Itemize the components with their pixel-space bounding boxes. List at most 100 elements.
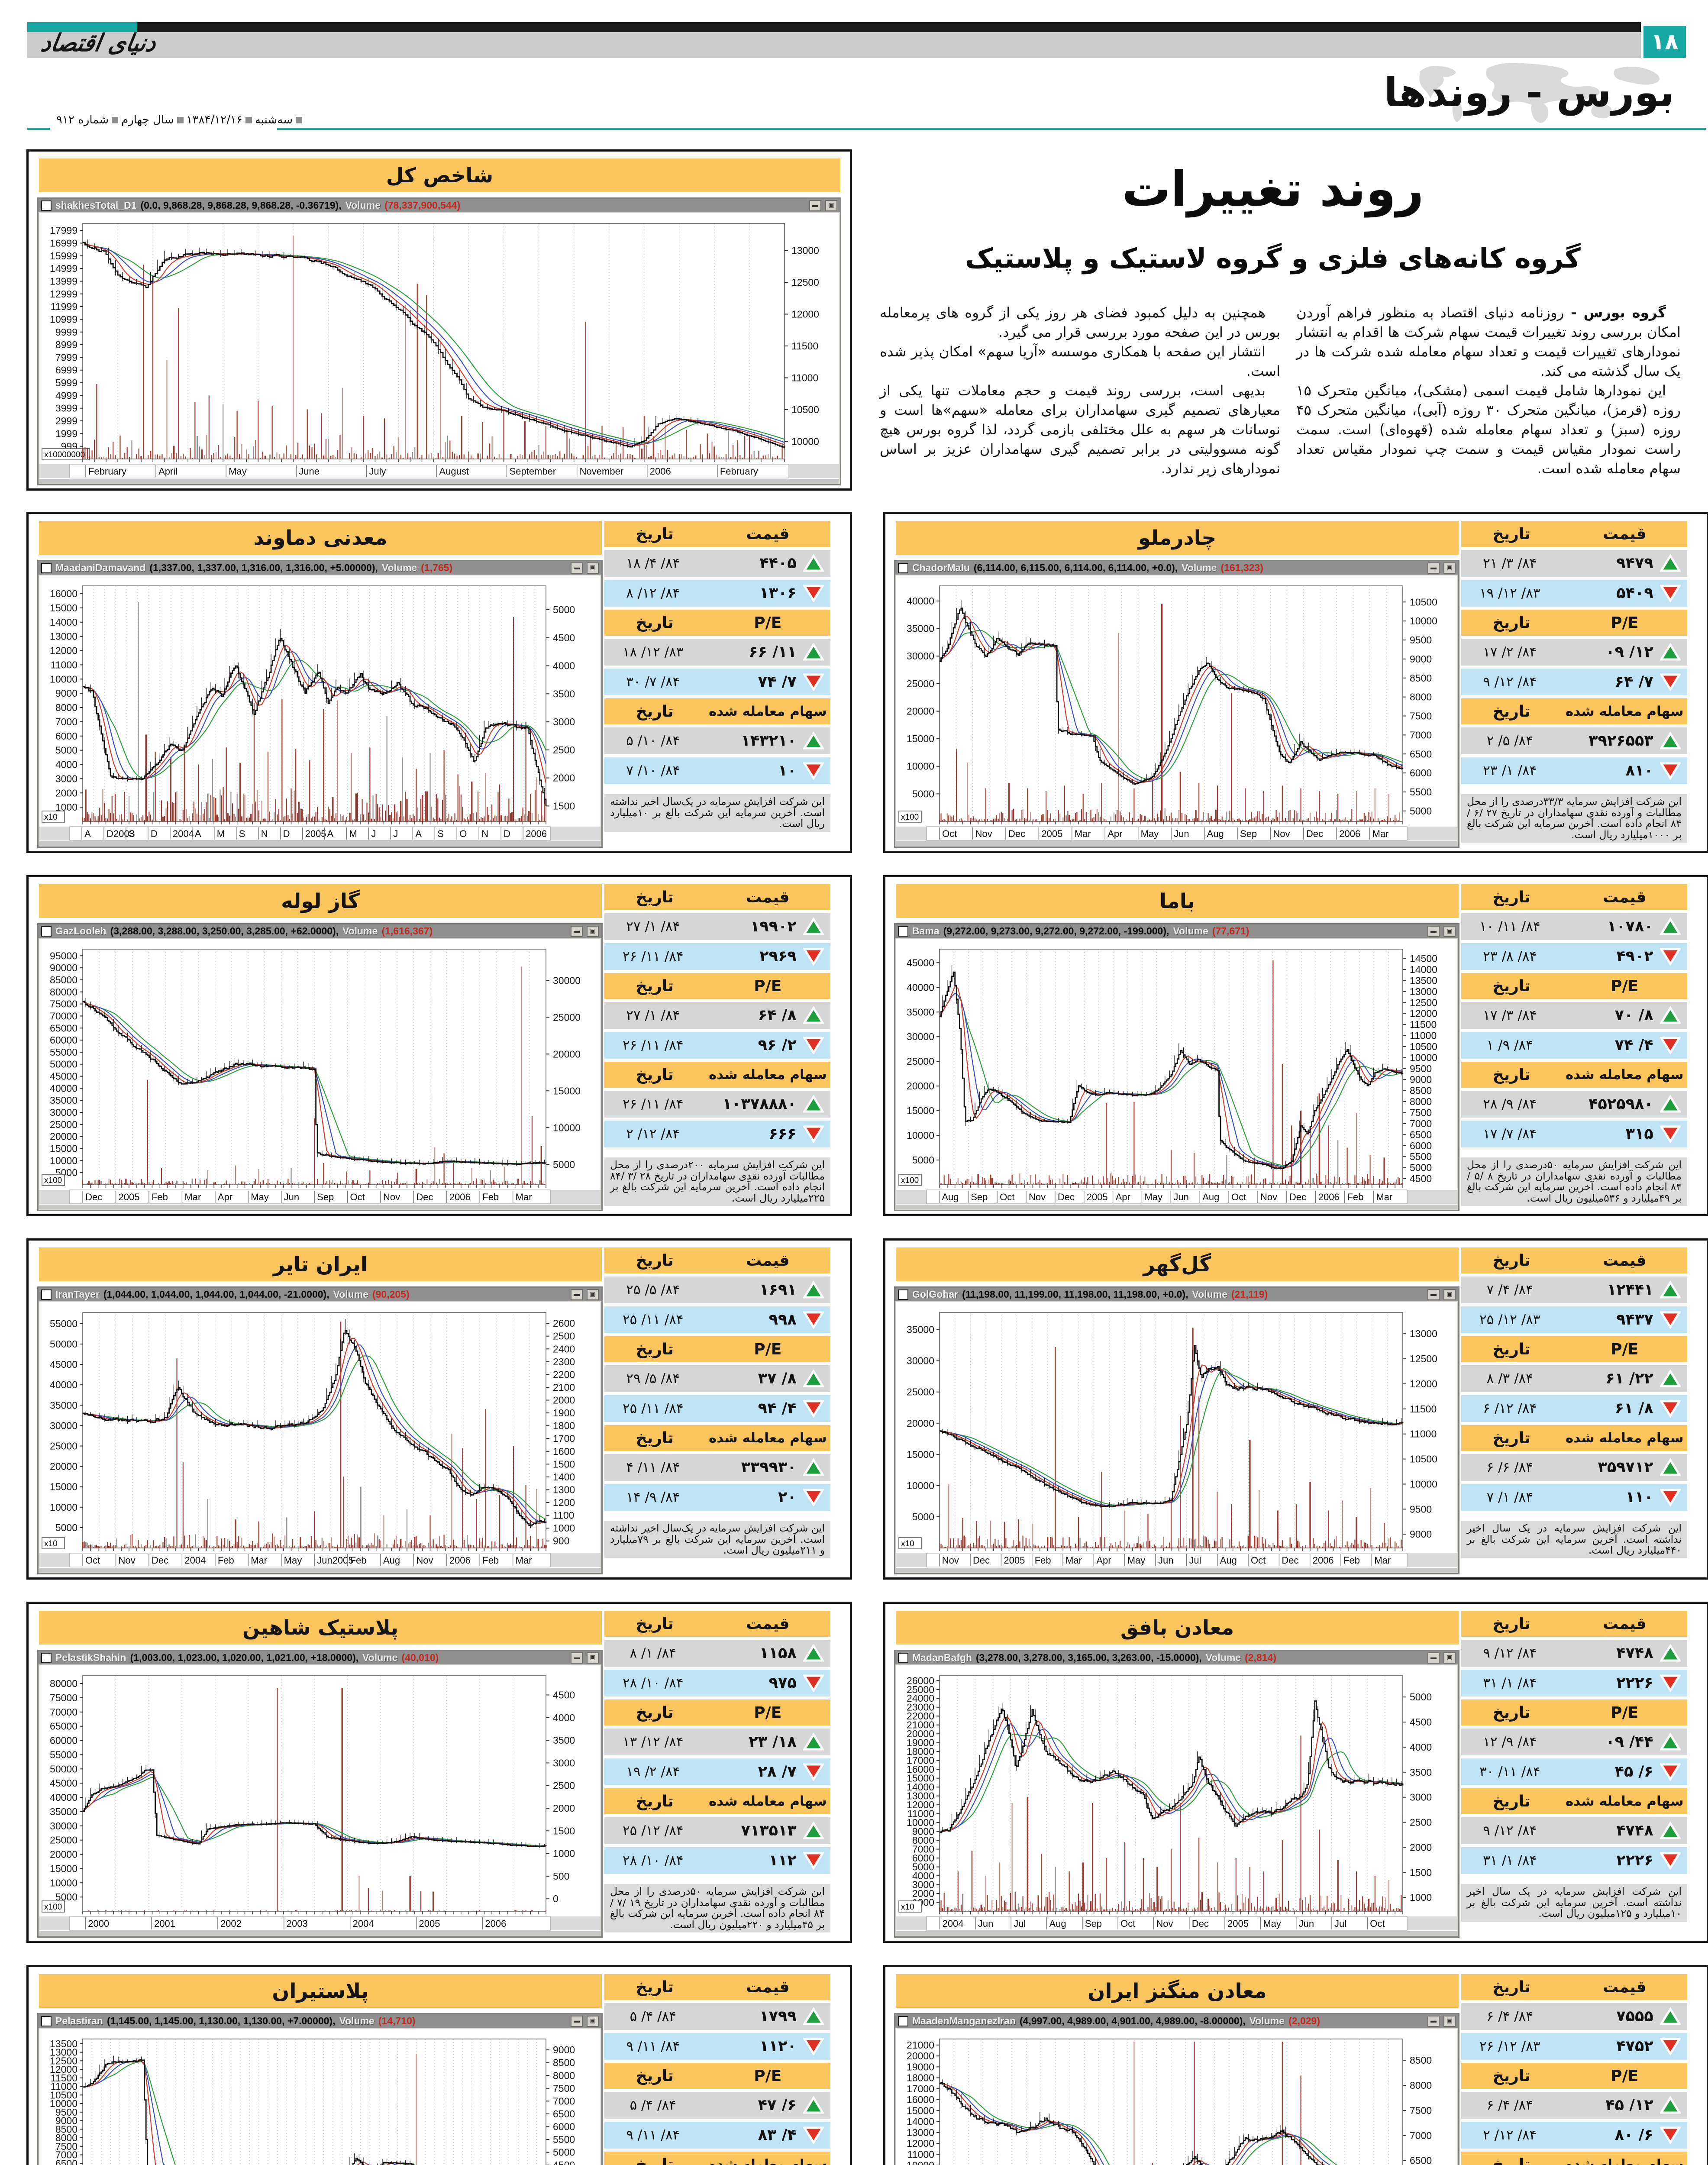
svg-text:13500: 13500 [50, 2038, 77, 2049]
table-header-label: سهام معامله شده [709, 704, 827, 719]
chart-window-checkbox-icon[interactable] [898, 562, 908, 573]
table-value: ۸/ ۷۰ [1614, 1007, 1653, 1024]
svg-text:Nov: Nov [383, 1192, 400, 1202]
svg-text:Sep: Sep [317, 1192, 334, 1202]
svg-text:2000: 2000 [553, 772, 575, 784]
window-minimize-button-icon[interactable]: ▬ [571, 562, 583, 574]
chart-ohlc-values: (1,044.00, 1,044.00, 1,044.00, 1,044.00,… [103, 1289, 329, 1300]
svg-text:J: J [371, 828, 376, 839]
chart-window: GolGohar (11,198.00, 11,199.00, 11,198.00… [894, 1286, 1459, 1574]
stock-panel-PelastikShahin: پلاستیک شاهین PelastikShahin (1,003.00, 1,… [26, 1602, 852, 1943]
svg-text:7000: 7000 [1410, 729, 1432, 740]
svg-text:7500: 7500 [55, 2141, 77, 2152]
chart-window-checkbox-icon[interactable] [898, 2016, 908, 2026]
svg-text:20000: 20000 [50, 1461, 77, 1472]
table-date: ۸۴/ ۹/ ۱۲ [1483, 1734, 1537, 1750]
table-header-date: تاریخ [1492, 2155, 1530, 2165]
chart-window-checkbox-icon[interactable] [41, 200, 52, 211]
window-maximize-button-icon[interactable]: ▣ [587, 562, 599, 574]
down-triangle-icon [797, 1399, 830, 1418]
svg-text:80000: 80000 [50, 986, 77, 998]
window-maximize-button-icon[interactable]: ▣ [1443, 925, 1456, 937]
svg-text:Oct: Oct [942, 828, 957, 839]
article-paragraph: گروه بورس - روزنامه دنیای اقتصاد به منظو… [1296, 304, 1681, 379]
chart-window-titlebar: ChadorMalu (6,114.00, 6,115.00, 6,114.00,… [895, 561, 1458, 575]
window-minimize-button-icon[interactable]: ▬ [1427, 2015, 1440, 2027]
up-triangle-icon [1653, 1458, 1687, 1477]
window-minimize-button-icon[interactable]: ▬ [571, 1652, 583, 1664]
table-section-header: P/E تاریخ [604, 2063, 830, 2089]
table-value: ۱۷۹۹ [759, 2008, 797, 2025]
table-row-up: ۱۲/ ۴۵ ۸۴/ ۴/ ۶ [1461, 2092, 1687, 2119]
svg-text:5000: 5000 [55, 1522, 77, 1533]
chart-window-checkbox-icon[interactable] [41, 2016, 52, 2026]
svg-text:25000: 25000 [50, 1441, 77, 1452]
dateline-square-icon [112, 117, 119, 123]
table-value: ۷۵۵۵ [1616, 2008, 1653, 2025]
table-value: ۱۱۰ [1625, 1489, 1653, 1506]
svg-text:February: February [88, 466, 126, 477]
window-minimize-button-icon[interactable]: ▬ [571, 925, 583, 937]
stock-panel-GolGohar: گل‌گهر GolGohar (11,198.00, 11,199.00, 11,… [883, 1238, 1708, 1580]
svg-text:May: May [1141, 828, 1159, 839]
svg-text:Dec: Dec [416, 1192, 433, 1202]
window-minimize-button-icon[interactable]: ▬ [571, 1289, 583, 1300]
svg-text:Aug: Aug [1207, 828, 1224, 839]
table-row-up: ۴۷۴۸ ۸۴/ ۱۲/ ۹ [1461, 1817, 1687, 1844]
table-value: ۱۳۰۶ [759, 585, 797, 602]
table-row-down: ۹۹۸ ۸۴/ ۱۱/ ۲۵ [604, 1306, 830, 1333]
window-maximize-button-icon[interactable]: ▣ [587, 925, 599, 937]
table-header-label: سهام معامله شده [709, 1793, 827, 1809]
chart-window-titlebar: MaadaniDamavand (1,337.00, 1,337.00, 1,31… [39, 561, 601, 575]
window-minimize-button-icon[interactable]: ▬ [1427, 562, 1440, 574]
table-header-date: تاریخ [1492, 1978, 1530, 1996]
svg-text:1500: 1500 [553, 1458, 575, 1470]
window-maximize-button-icon[interactable]: ▣ [587, 1289, 599, 1300]
svg-text:x100: x100 [44, 1903, 62, 1912]
svg-text:1600: 1600 [553, 1446, 575, 1457]
table-date: ۸۴/ ۱/ ۷ [1486, 1490, 1533, 1505]
table-value: ۶/ ۴۷ [758, 2097, 797, 2114]
chart-window-checkbox-icon[interactable] [898, 1289, 908, 1300]
svg-text:65000: 65000 [50, 1022, 77, 1034]
window-minimize-button-icon[interactable]: ▬ [1427, 1289, 1440, 1300]
window-maximize-button-icon[interactable]: ▣ [1443, 1652, 1456, 1664]
svg-text:15000: 15000 [907, 1449, 934, 1460]
chart-window-checkbox-icon[interactable] [41, 1652, 52, 1663]
table-header-label: سهام معامله شده [1566, 2157, 1684, 2165]
svg-text:10500: 10500 [1410, 1041, 1437, 1052]
table-row-up: ۴۴/ ۰۹ ۸۴/ ۹/ ۱۲ [1461, 1729, 1687, 1755]
svg-text:13000: 13000 [791, 245, 819, 256]
window-minimize-button-icon[interactable]: ▬ [1427, 1652, 1440, 1664]
chart-window-checkbox-icon[interactable] [41, 926, 52, 937]
chart-window-checkbox-icon[interactable] [898, 1652, 908, 1663]
chart-volume-label: Volume [362, 1652, 398, 1663]
table-row-down: ۴/ ۹۴ ۸۴/ ۱۱/ ۲۵ [604, 1395, 830, 1422]
window-minimize-button-icon[interactable]: ▬ [809, 200, 821, 211]
svg-text:11000: 11000 [1410, 1428, 1437, 1440]
table-section-header: قیمت تاریخ [1461, 521, 1687, 547]
svg-text:5000: 5000 [1410, 805, 1432, 817]
window-maximize-button-icon[interactable]: ▣ [1443, 1289, 1456, 1300]
window-minimize-button-icon[interactable]: ▬ [1427, 925, 1440, 937]
chart-window-checkbox-icon[interactable] [41, 562, 52, 573]
window-maximize-button-icon[interactable]: ▣ [1443, 2015, 1456, 2027]
stock-chart: 5000100001500020000250003000035000400004… [39, 1302, 601, 1572]
svg-text:25000: 25000 [907, 1056, 934, 1067]
table-row-down: ۸/ ۶۱ ۸۴/ ۱۲/ ۶ [1461, 1395, 1687, 1422]
chart-volume-label: Volume [1173, 925, 1208, 937]
window-minimize-button-icon[interactable]: ▬ [571, 2015, 583, 2027]
svg-text:D: D [504, 828, 510, 839]
stock-chart: 5000100001500020000250003000035000400004… [39, 939, 601, 1209]
svg-text:May: May [1144, 1192, 1162, 1202]
up-triangle-icon [797, 2096, 830, 2114]
window-maximize-button-icon[interactable]: ▣ [1443, 562, 1456, 574]
chart-window-checkbox-icon[interactable] [898, 926, 908, 937]
window-maximize-button-icon[interactable]: ▣ [587, 2015, 599, 2027]
window-maximize-button-icon[interactable]: ▣ [825, 200, 837, 211]
table-value: ۸/ ۳۷ [758, 1370, 797, 1387]
chart-window-checkbox-icon[interactable] [41, 1289, 52, 1300]
svg-text:May: May [284, 1555, 302, 1566]
window-maximize-button-icon[interactable]: ▣ [587, 1652, 599, 1664]
table-date: ۸۴/ ۱/ ۲۷ [626, 1008, 680, 1023]
